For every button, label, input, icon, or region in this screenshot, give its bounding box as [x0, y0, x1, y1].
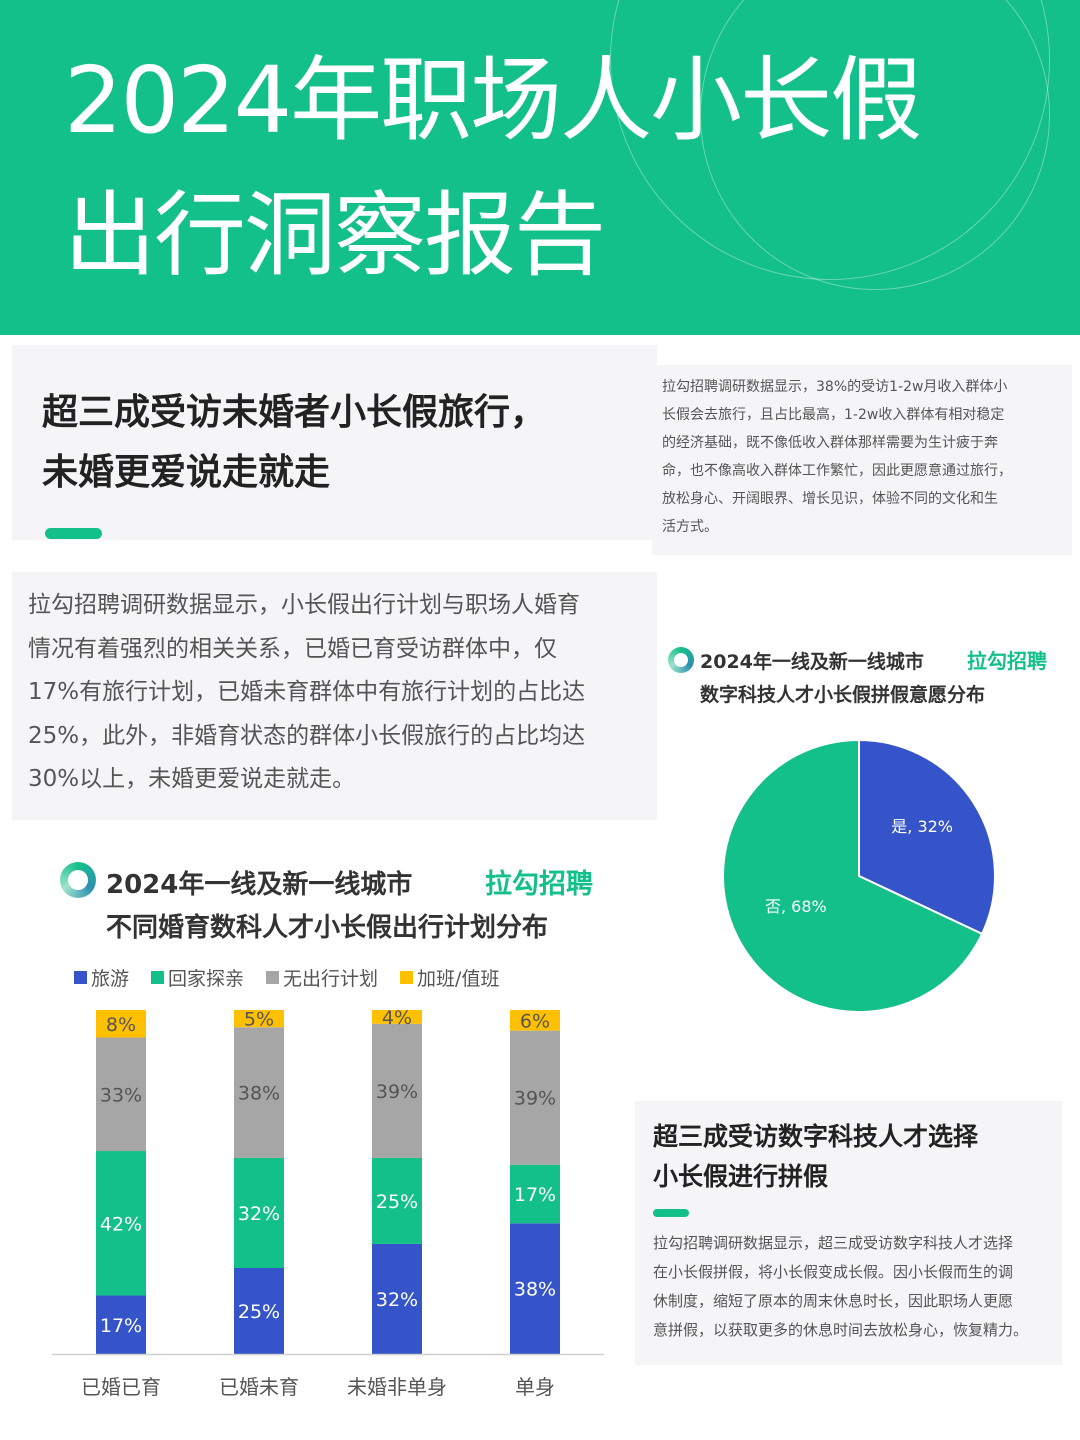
side-note-line: 放松身心、开阔眼界、增长见识，体验不同的文化和生: [662, 491, 998, 507]
pie-title-line2: 数字科技人才小长假拼假意愿分布: [700, 684, 986, 706]
legend-item: 加班/值班: [400, 964, 499, 991]
bar-data-label: 25%: [238, 1301, 280, 1323]
section1-headline-line1: 超三成受访未婚者小长假旅行，: [42, 392, 547, 433]
bar-title-line2: 不同婚育数科人才小长假出行计划分布: [106, 913, 549, 943]
section2-text: 拉勾招聘调研数据显示，超三成受访数字科技人才选择 在小长假拼假，将小长假变成长假…: [653, 1229, 1028, 1345]
bar-data-label: 17%: [514, 1184, 556, 1206]
side-note-line: 长假会去旅行，且占比最高，1-2w收入群体有相对稳定: [662, 407, 1005, 423]
pie-chart: 是, 32% 否, 68%: [722, 738, 996, 1013]
side-note-line: 命，也不像高收入群体工作繁忙，因此更愿意通过旅行，: [662, 463, 1012, 479]
report-title-line1: 2024年职场人小长假: [64, 47, 922, 154]
legend-label: 回家探亲: [168, 968, 245, 990]
side-note-text: 拉勾招聘调研数据显示，38%的受访1-2w月收入群体小 长假会去旅行，且占比最高…: [662, 373, 1012, 541]
ring-logo-icon: [668, 647, 694, 673]
legend-swatch: [400, 971, 414, 984]
legend-item: 回家探亲: [151, 964, 244, 991]
legend-label: 加班/值班: [417, 968, 500, 990]
bar-segment: [510, 1030, 560, 1165]
bar-segment: [96, 1295, 146, 1354]
pie-brand-label: 拉勾招聘: [967, 649, 1047, 673]
accent-bar: [653, 1209, 689, 1217]
side-note-line: 拉勾招聘调研数据显示，38%的受访1-2w月收入群体小: [662, 379, 1008, 395]
legend-swatch: [266, 971, 280, 984]
pie-title-line1: 2024年一线及新一线城市: [700, 651, 924, 673]
bar-segment: [234, 1157, 284, 1268]
main-paragraph-text: 拉勾招聘调研数据显示，小长假出行计划与职场人婚育 情况有着强烈的相关关系，已婚已…: [28, 584, 585, 802]
x-tick-label: 单身: [515, 1375, 555, 1399]
bar-segment: [234, 1268, 284, 1354]
legend-item: 旅游: [74, 964, 129, 991]
pie-data-label: 是, 32%: [891, 817, 953, 836]
bar-data-label: 32%: [238, 1203, 280, 1225]
section2-card: 超三成受访数字科技人才选择 小长假进行拼假 拉勾招聘调研数据显示，超三成受访数字…: [635, 1101, 1062, 1365]
section2-line: 意拼假，以获取更多的休息时间去放松身心，恢复精力。: [653, 1321, 1029, 1339]
bar-title-line1: 2024年一线及新一线城市: [106, 870, 413, 900]
bar-data-label: 6%: [520, 1010, 550, 1032]
bar-data-label: 25%: [376, 1191, 418, 1213]
header-banner: 2024年职场人小长假 出行洞察报告: [0, 0, 1080, 335]
bar-data-label: 39%: [514, 1088, 556, 1110]
legend-swatch: [74, 971, 87, 984]
bar-segment: [234, 1027, 284, 1158]
section2-headline-line2: 小长假进行拼假: [653, 1162, 829, 1191]
x-tick-label: 未婚非单身: [347, 1375, 447, 1399]
main-paragraph-line: 17%有旅行计划，已婚未育群体中有旅行计划的占比达: [28, 679, 586, 705]
bar-data-label: 38%: [238, 1083, 280, 1105]
legend-label: 无出行计划: [283, 968, 379, 990]
bar-segment: [372, 1157, 422, 1244]
side-note-card: 拉勾招聘调研数据显示，38%的受访1-2w月收入群体小 长假会去旅行，且占比最高…: [652, 365, 1072, 555]
side-note-line: 活方式。: [662, 519, 718, 535]
bar-data-label: 33%: [100, 1084, 142, 1106]
bar-segment: [96, 1151, 146, 1296]
bar-data-label: 39%: [376, 1081, 418, 1103]
bar-data-label: 42%: [100, 1213, 142, 1235]
bar-segment: [372, 1243, 422, 1354]
main-paragraph-line: 30%以上，未婚更爱说走就走。: [28, 766, 356, 792]
bar-segment: [372, 1023, 422, 1158]
main-paragraph-line: 25%，此外，非婚育状态的群体小长假旅行的占比均达: [28, 722, 586, 749]
bar-brand-label: 拉勾招聘: [485, 869, 593, 900]
section2-line: 在小长假拼假，将小长假变成长假。因小长假而生的调: [653, 1263, 1014, 1281]
bar-data-label: 32%: [376, 1289, 418, 1311]
x-tick-label: 已婚未育: [219, 1375, 299, 1399]
bar-data-label: 8%: [106, 1014, 136, 1036]
bar-segment: [372, 1010, 422, 1024]
main-paragraph-card: 拉勾招聘调研数据显示，小长假出行计划与职场人婚育 情况有着强烈的相关关系，已婚已…: [12, 572, 657, 820]
bar-segment: [510, 1164, 560, 1224]
section2-line: 休制度，缩短了原本的周末休息时长，因此职场人更愿: [653, 1292, 1014, 1310]
ring-logo-icon: [60, 862, 96, 898]
main-paragraph-line: 拉勾招聘调研数据显示，小长假出行计划与职场人婚育: [28, 592, 580, 618]
legend-label: 旅游: [91, 968, 130, 990]
stacked-bar-chart: 17% 42% 33% 8% 已婚已育 25% 32% 38% 5% 已婚未育 32% 25% 39% 4…: [52, 1007, 604, 1399]
bar-segment: [96, 1010, 146, 1038]
side-note-line: 的经济基础，既不像低收入群体那样需要为生计疲于奔: [662, 435, 998, 451]
main-paragraph-line: 情况有着强烈的相关关系，已婚已育受访群体中，仅: [28, 635, 557, 662]
report-title-line2: 出行洞察报告: [64, 182, 606, 289]
legend-item: 无出行计划: [266, 964, 378, 991]
bar-data-label: 38%: [514, 1279, 556, 1301]
bar-segment: [510, 1010, 560, 1031]
bar-data-label: 17%: [100, 1315, 142, 1337]
pie-slice: [722, 738, 984, 1013]
pie-data-label: 否, 68%: [765, 897, 827, 916]
bar-data-label: 4%: [382, 1007, 412, 1029]
bar-segment: [96, 1037, 146, 1152]
bar-data-label: 5%: [244, 1009, 274, 1031]
bar-legend: 旅游 回家探亲 无出行计划 加班/值班: [74, 964, 499, 991]
x-tick-label: 已婚已育: [81, 1375, 161, 1399]
bar-segment: [510, 1223, 560, 1354]
legend-swatch: [151, 971, 165, 984]
section2-headline-line1: 超三成受访数字科技人才选择: [653, 1122, 979, 1151]
section1-card: 超三成受访未婚者小长假旅行， 未婚更爱说走就走: [12, 345, 657, 540]
accent-bar: [45, 528, 102, 539]
pie-slice: [858, 738, 996, 936]
section1-headline-line2: 未婚更爱说走就走: [42, 452, 331, 493]
section2-line: 拉勾招聘调研数据显示，超三成受访数字科技人才选择: [653, 1234, 1014, 1252]
bar-segment: [234, 1010, 284, 1028]
